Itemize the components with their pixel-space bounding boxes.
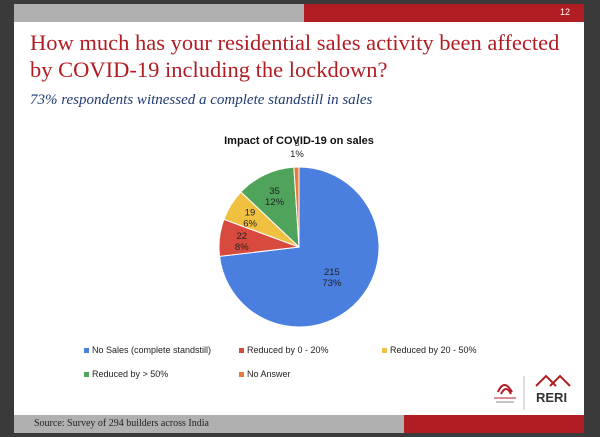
slide-title: How much has your residential sales acti… bbox=[30, 30, 560, 82]
legend-swatch bbox=[84, 348, 89, 354]
footer-red-bar bbox=[404, 415, 584, 433]
legend-label: Reduced by 0 - 20% bbox=[247, 345, 329, 355]
slice-reduced-over-50 bbox=[240, 166, 300, 249]
top-bar-grey bbox=[14, 4, 304, 22]
top-bar-red bbox=[304, 4, 584, 22]
data-label-percent: 1% bbox=[290, 149, 304, 160]
legend-swatch bbox=[239, 348, 244, 354]
logos: RERI bbox=[494, 374, 571, 410]
legend-item-no-answer: No Answer bbox=[239, 369, 291, 379]
source-note: Source: Survey of 294 builders across In… bbox=[34, 418, 209, 429]
slide: 12 How much has your residential sales a… bbox=[14, 4, 584, 433]
legend-label: No Sales (complete standstill) bbox=[92, 345, 212, 355]
reri-logo-text: RERI bbox=[536, 390, 567, 405]
page-number: 12 bbox=[559, 7, 570, 17]
data-label-percent: 12% bbox=[265, 197, 285, 208]
legend-swatch bbox=[382, 348, 387, 354]
legend-item-no-sales: No Sales (complete standstill) bbox=[84, 345, 211, 355]
legend-label: Reduced by 20 - 50% bbox=[390, 345, 477, 355]
data-label-value: 19 bbox=[245, 208, 256, 219]
legend-label: Reduced by > 50% bbox=[92, 369, 169, 379]
legend-swatch bbox=[239, 372, 244, 378]
legend-item-reduced-20-50: Reduced by 20 - 50% bbox=[382, 345, 477, 355]
house-icon bbox=[535, 374, 571, 387]
data-label-value: 215 bbox=[324, 267, 340, 278]
data-label-value: 35 bbox=[269, 186, 280, 197]
slide-subtitle: 73% respondents witnessed a complete sta… bbox=[30, 92, 373, 108]
data-label-value: 22 bbox=[237, 231, 248, 242]
data-label-percent: 8% bbox=[235, 242, 249, 253]
legend-item-reduced-0-20: Reduced by 0 - 20% bbox=[239, 345, 329, 355]
footer-bar: Source: Survey of 294 builders across In… bbox=[14, 415, 584, 433]
legend-label: No Answer bbox=[247, 369, 291, 379]
slice-no-answer bbox=[293, 166, 300, 248]
iimb-logo-icon bbox=[494, 384, 516, 403]
data-label-percent: 6% bbox=[243, 219, 257, 230]
legend-swatch bbox=[84, 372, 89, 378]
chart-title: Impact of COVID-19 on sales bbox=[224, 135, 374, 147]
legend-item-reduced-over-50: Reduced by > 50% bbox=[84, 369, 168, 379]
data-label-value: 3 bbox=[294, 138, 299, 149]
data-label-percent: 73% bbox=[322, 278, 342, 289]
